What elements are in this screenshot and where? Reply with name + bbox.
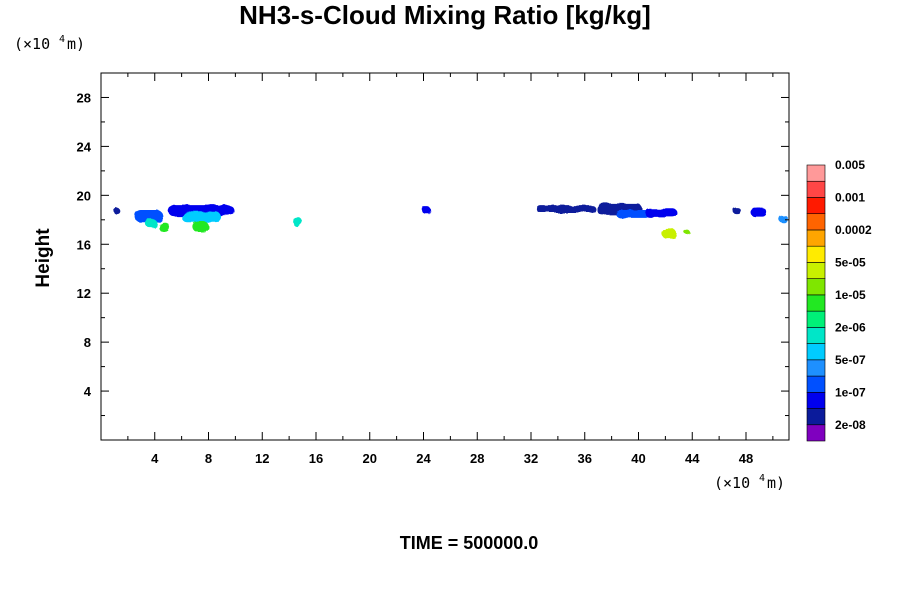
cloud-patch-1 bbox=[113, 207, 120, 214]
colorbar-swatch bbox=[806, 245, 826, 263]
colorbar-swatch bbox=[806, 213, 826, 231]
cloud-patch-9 bbox=[422, 207, 432, 214]
colorbar-swatch bbox=[806, 424, 826, 442]
x-tick-label: 36 bbox=[578, 451, 592, 466]
cloud-patch-16 bbox=[732, 207, 741, 214]
cloud-patch-13 bbox=[645, 208, 678, 218]
y-tick-label: 16 bbox=[77, 237, 91, 252]
x-tick-label: 28 bbox=[470, 451, 484, 466]
colorbar-swatch bbox=[806, 262, 826, 279]
colorbar-label: 1e-05 bbox=[835, 288, 866, 302]
colorbar-label: 0.001 bbox=[835, 190, 865, 204]
colorbar-label: 0.0002 bbox=[835, 223, 872, 237]
x-tick-label: 20 bbox=[363, 451, 377, 466]
x-tick-label: 32 bbox=[524, 451, 538, 466]
colorbar-swatch bbox=[806, 278, 826, 296]
x-tick-label: 40 bbox=[631, 451, 645, 466]
cloud-patch-4 bbox=[158, 222, 170, 233]
cloud-patch-10 bbox=[536, 205, 596, 213]
colorbar-swatch bbox=[806, 343, 826, 361]
cloud-patch-12 bbox=[615, 210, 650, 218]
plot-area bbox=[100, 72, 790, 441]
cloud-patch-2 bbox=[134, 210, 163, 223]
colorbar-label: 1e-07 bbox=[835, 385, 866, 399]
cloud-patch-18 bbox=[778, 214, 788, 223]
x-tick-label: 16 bbox=[309, 451, 323, 466]
colorbar-label: 5e-07 bbox=[835, 353, 866, 367]
colorbar-label: 5e-05 bbox=[835, 255, 866, 269]
cloud-field bbox=[113, 203, 788, 239]
y-tick-label: 12 bbox=[77, 286, 91, 301]
x-unit-exponent: 4 bbox=[759, 473, 765, 484]
y-tick-label: 24 bbox=[77, 139, 92, 154]
cloud-patch-17 bbox=[750, 207, 767, 217]
cloud-patch-8 bbox=[293, 216, 302, 228]
colorbar-swatch bbox=[806, 229, 826, 247]
x-unit-suffix: m) bbox=[767, 474, 785, 492]
y-tick-label: 28 bbox=[77, 90, 91, 105]
cloud-patch-3 bbox=[145, 219, 158, 228]
x-tick-label: 8 bbox=[205, 451, 212, 466]
x-tick-label: 4 bbox=[151, 451, 159, 466]
y-unit-prefix: (×10 bbox=[14, 35, 50, 53]
colorbar-swatch bbox=[806, 197, 826, 215]
cloud-patch-7 bbox=[192, 221, 209, 233]
colorbar-swatch bbox=[806, 327, 826, 344]
y-tick-label: 4 bbox=[84, 384, 92, 399]
x-axis: 4 8 12 16 20 24 28 32 36 40 44 48 bbox=[127, 73, 774, 466]
time-label: TIME = 500000.0 bbox=[400, 533, 539, 553]
colorbar-swatch bbox=[806, 164, 826, 182]
cloud-patch-6 bbox=[181, 211, 221, 223]
y-unit-suffix: m) bbox=[67, 35, 85, 53]
colorbar-swatch bbox=[806, 391, 826, 409]
colorbar-swatch bbox=[806, 294, 826, 312]
y-tick-label: 20 bbox=[77, 188, 91, 203]
y-axis-title: Height bbox=[33, 228, 54, 288]
colorbar-swatch bbox=[806, 180, 826, 198]
x-tick-label: 12 bbox=[255, 451, 269, 466]
chart-title: NH3-s-Cloud Mixing Ratio [kg/kg] bbox=[239, 0, 651, 30]
x-unit-prefix: (×10 bbox=[714, 474, 750, 492]
y-axis: 4 8 12 16 20 24 28 bbox=[77, 90, 789, 417]
colorbar: 2e-08 1e-07 5e-07 2e-06 1e-05 5e-05 0.0002 0.00… bbox=[806, 158, 872, 442]
colorbar-swatch bbox=[806, 310, 826, 328]
cloud-patch-15 bbox=[684, 229, 690, 235]
colorbar-label: 2e-06 bbox=[835, 320, 866, 334]
y-tick-label: 8 bbox=[84, 335, 91, 350]
colorbar-label: 0.005 bbox=[835, 158, 865, 172]
x-unit-label: (×10 4 m) bbox=[714, 473, 785, 492]
y-unit-label: (×10 4 m) bbox=[14, 34, 85, 53]
x-tick-label: 48 bbox=[739, 451, 753, 466]
x-tick-label: 44 bbox=[685, 451, 700, 466]
colorbar-swatch bbox=[806, 359, 826, 377]
cloud-patch-14 bbox=[661, 228, 677, 239]
y-unit-exponent: 4 bbox=[59, 34, 65, 45]
x-tick-label: 24 bbox=[416, 451, 431, 466]
colorbar-swatch bbox=[806, 375, 826, 393]
colorbar-label: 2e-08 bbox=[835, 418, 866, 432]
colorbar-swatch bbox=[806, 408, 826, 426]
